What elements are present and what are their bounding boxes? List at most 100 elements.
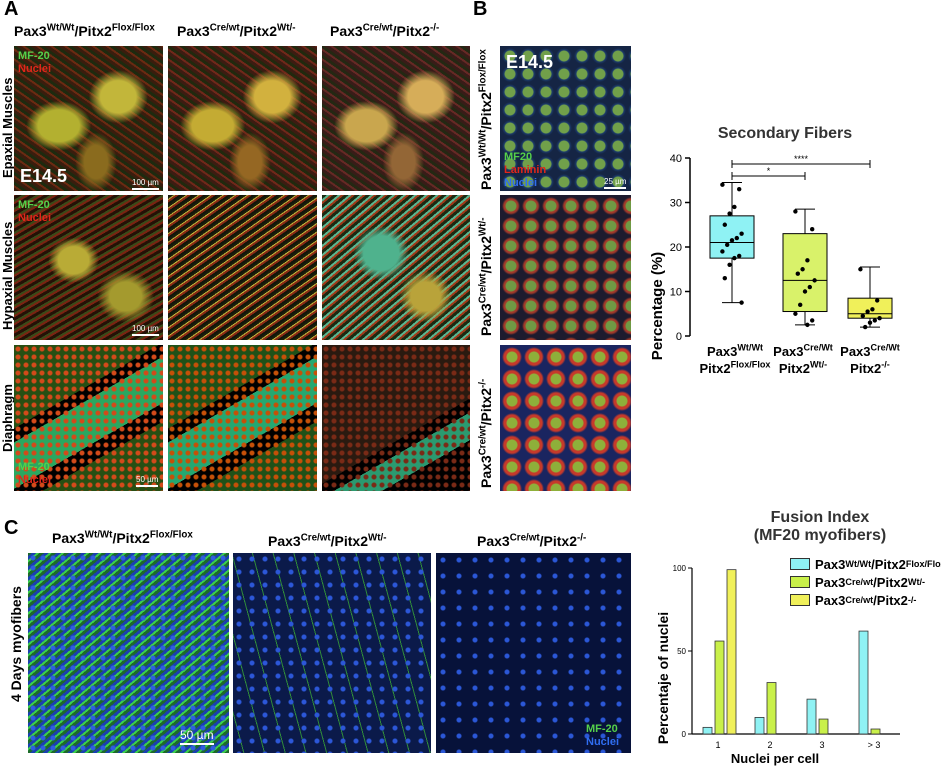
data-point xyxy=(737,253,742,259)
data-point xyxy=(860,313,865,319)
y-tick-label: 20 xyxy=(670,242,682,254)
panel-letter-a: A xyxy=(4,0,19,20)
data-point xyxy=(807,284,812,290)
x-tick-label: 1 xyxy=(715,740,720,750)
fusion-chart-title: Fusion Index xyxy=(770,509,870,526)
y-tick-label: 0 xyxy=(682,730,687,739)
micrograph-diaphragm-3 xyxy=(322,345,470,491)
micrograph-hypaxial-3 xyxy=(322,195,470,340)
legend-item-3: Pax3 Cre/wt/Pitx2 -/- xyxy=(790,591,941,609)
data-point xyxy=(795,271,800,276)
box-iqr xyxy=(847,297,893,319)
bar xyxy=(726,569,737,735)
data-point xyxy=(725,242,730,247)
data-point xyxy=(720,182,725,187)
genotype-title-c1: Pax3Wt/Wt/Pitx2Flox/Flox xyxy=(52,529,193,546)
y-tick-label: 0 xyxy=(676,331,682,343)
bar xyxy=(754,716,765,735)
fusion-legend: Pax3Wt/Wt/Pitx2Flox/Flox Pax3Cre/wt/Pitx… xyxy=(790,555,941,609)
data-point xyxy=(734,235,739,241)
box-iqr xyxy=(709,215,755,259)
row-label-b2: Pax3Cre/wt/Pitx2Wt/- xyxy=(477,217,494,336)
culture-image-3: MF-20 Nuclei xyxy=(436,553,631,753)
bar xyxy=(806,698,817,735)
bar xyxy=(818,718,829,735)
legend-item-2: Pax3 Cre/wt/Pitx2 Wt/- xyxy=(790,573,941,591)
data-point xyxy=(720,249,725,254)
genotype-title-a3: Pax3Cre/wt/Pitx2-/- xyxy=(330,22,440,39)
box-category-1: Pax3Wt/Wt Pitx2Flox/Flox xyxy=(699,342,771,376)
mf20-label: MF-20 xyxy=(586,723,618,735)
bar xyxy=(714,640,725,735)
scale-bar: 50 µm xyxy=(136,475,159,487)
data-point xyxy=(810,227,815,232)
scale-bar: 100 µm xyxy=(132,178,159,190)
nuclei-label: Nuclei xyxy=(504,177,538,189)
box-category-2: Pax3Cre/Wt Pitx2Wt/- xyxy=(773,342,833,376)
nuclei-label: Nuclei xyxy=(586,736,620,748)
genotype-title-c2: Pax3Cre/wt/Pitx2Wt/- xyxy=(268,532,387,549)
nuclei-label: Nuclei xyxy=(18,212,52,224)
genotype-title-a1: Pax3Wt/Wt/Pitx2Flox/Flox xyxy=(14,22,155,39)
row-label-hypaxial: Hypaxial Muscles xyxy=(0,221,15,330)
data-point xyxy=(865,309,870,314)
micrograph-secondary-2 xyxy=(500,195,631,340)
data-point xyxy=(858,267,863,272)
fusion-index-chart: Percentaje of nuclei Nuclei per cell 0 50… xyxy=(655,564,900,766)
data-point xyxy=(729,238,735,243)
y-tick-label: 40 xyxy=(670,153,682,165)
data-point xyxy=(867,320,873,325)
row-label-4-days: 4 Days myofibers xyxy=(8,586,24,702)
stage-label: E14.5 xyxy=(20,166,68,186)
y-tick-label: 30 xyxy=(670,198,682,210)
fusion-chart-subtitle: (MF20 myofibers) xyxy=(753,527,887,544)
culture-image-1: 50 µm xyxy=(28,553,229,753)
nuclei-label: Nuclei xyxy=(18,63,52,75)
data-point xyxy=(793,311,798,316)
data-point xyxy=(739,231,744,236)
mf20-label: MF-20 xyxy=(18,50,50,62)
row-label-diaphragm: Diaphragm xyxy=(0,384,15,452)
data-point xyxy=(798,302,803,308)
row-label-b1: Pax3Wt/Wt/Pitx2Flox/Flox xyxy=(477,49,494,190)
y-tick-label: 50 xyxy=(677,647,686,656)
data-point xyxy=(732,204,737,210)
micrograph-diaphragm-2 xyxy=(168,345,317,491)
data-point xyxy=(875,298,880,303)
data-point xyxy=(872,318,877,323)
micrograph-secondary-3 xyxy=(500,345,631,491)
genotype-title-a2: Pax3Cre/wt/Pitx2Wt/- xyxy=(177,22,296,39)
data-point xyxy=(739,300,744,305)
micrograph-epaxial-3 xyxy=(322,46,470,191)
data-point xyxy=(877,316,882,321)
row-label-b3: Pax3Cre/wt/Pitx2-/- xyxy=(477,378,494,488)
scale-bar: 100 µm xyxy=(132,324,159,336)
y-tick-label: 10 xyxy=(670,287,682,299)
bar xyxy=(702,726,713,735)
x-tick-label: 3 xyxy=(819,740,824,750)
mf20-label: MF-20 xyxy=(18,461,50,473)
panel-letter-c: C xyxy=(4,517,19,539)
data-point xyxy=(810,318,815,323)
x-axis-label: Nuclei per cell xyxy=(731,751,819,766)
panel-letter-b: B xyxy=(473,0,488,20)
micrograph-epaxial-1: MF-20 Nuclei E14.5 100 µm xyxy=(14,46,163,191)
micrograph-hypaxial-2 xyxy=(168,195,317,340)
data-point xyxy=(863,324,868,330)
bar xyxy=(870,728,881,735)
data-point xyxy=(737,186,742,192)
data-point xyxy=(800,267,805,272)
bar xyxy=(766,682,777,735)
data-point xyxy=(812,278,817,283)
y-axis-label: Percentage (%) xyxy=(649,252,666,360)
genotype-title-c3: Pax3Cre/wt/Pitx2-/- xyxy=(477,532,587,549)
culture-image-2 xyxy=(233,553,431,753)
scale-bar: 25 µm xyxy=(604,177,627,189)
data-point xyxy=(870,307,875,312)
data-point xyxy=(805,258,810,263)
mf20-label: MF20 xyxy=(504,151,533,163)
data-point xyxy=(722,275,727,281)
data-point xyxy=(732,255,737,261)
data-point xyxy=(802,289,808,294)
data-point xyxy=(727,211,732,216)
